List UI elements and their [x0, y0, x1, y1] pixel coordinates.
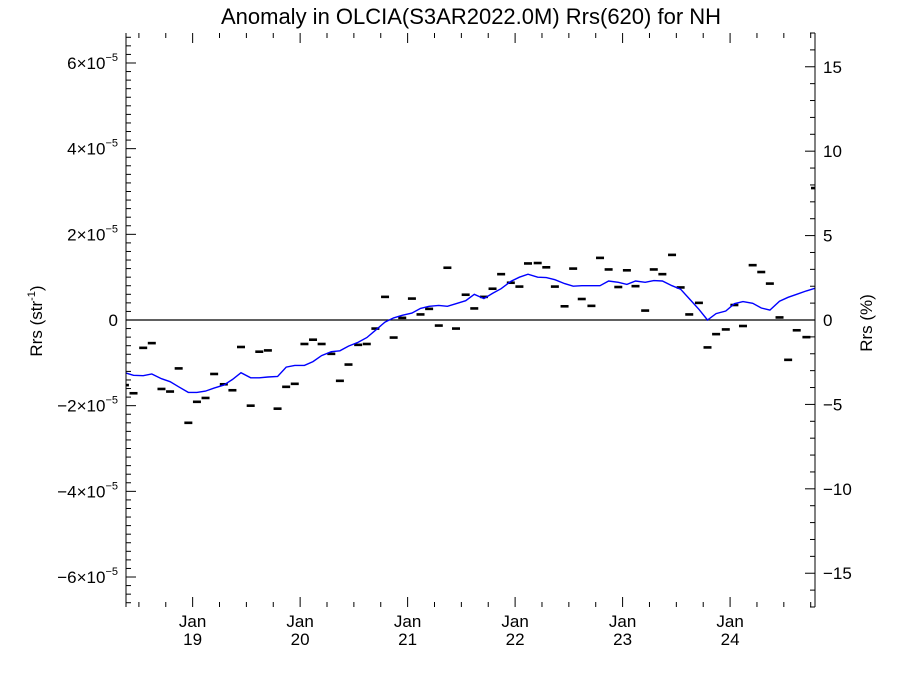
x-tick-label-year: 20 [291, 630, 310, 649]
left-tick-label: −6×10−5 [57, 566, 118, 587]
left-tick-label: 4×10−5 [67, 138, 118, 159]
left-tick-mantissa: 4×10 [67, 140, 105, 159]
left-tick-mantissa: −6×10 [57, 568, 105, 587]
right-tick-label: −5 [823, 395, 842, 414]
x-tick-label-month: Jan [286, 612, 313, 631]
left-tick-label: 0 [109, 311, 118, 330]
series-1 [126, 273, 815, 394]
left-tick-exponent: −5 [105, 566, 118, 578]
smoothed-line [126, 273, 815, 394]
right-tick-label: 5 [823, 227, 832, 246]
right-tick-label: 0 [823, 311, 832, 330]
left-tick-label: −2×10−5 [57, 395, 118, 416]
right-tick-label: 10 [823, 142, 842, 161]
left-tick-label: 6×10−5 [67, 52, 118, 73]
left-tick-mantissa: −2×10 [57, 397, 105, 416]
right-tick-label: −15 [823, 564, 852, 583]
x-tick-label-month: Jan [501, 612, 528, 631]
x-tick-label-year: 21 [398, 630, 417, 649]
left-tick-exponent: −5 [105, 480, 118, 492]
x-tick-label-year: 22 [506, 630, 525, 649]
left-tick-mantissa: −4×10 [57, 482, 105, 501]
left-tick-label: −4×10−5 [57, 480, 118, 501]
left-tick-mantissa: 6×10 [67, 54, 105, 73]
left-tick-label: 2×10−5 [67, 223, 118, 244]
left-y-label-close: ) [27, 285, 46, 291]
x-tick-label-year: 23 [613, 630, 632, 649]
chart-title: Anomaly in OLCIA(S3AR2022.0M) Rrs(620) f… [221, 4, 721, 29]
left-tick-mantissa: 0 [109, 311, 118, 330]
left-tick-exponent: −5 [105, 223, 118, 235]
right-tick-label: 15 [823, 58, 842, 77]
right-tick-label: −10 [823, 480, 852, 499]
axes: 6×10−54×10−52×10−50−2×10−5−4×10−5−6×10−5… [57, 32, 852, 649]
left-tick-mantissa: 2×10 [67, 225, 105, 244]
left-y-axis-label: Rrs (str-1) [26, 285, 46, 356]
left-tick-exponent: −5 [105, 395, 118, 407]
series-0 [126, 186, 815, 425]
x-tick-label-month: Jan [394, 612, 421, 631]
x-tick-label-year: 19 [183, 630, 202, 649]
left-tick-exponent: −5 [105, 52, 118, 64]
plot-area [126, 186, 815, 425]
svg-text:Rrs (str-1): Rrs (str-1) [26, 285, 46, 356]
x-tick-label-month: Jan [609, 612, 636, 631]
left-tick-exponent: −5 [105, 138, 118, 150]
left-y-label-sup: -1 [26, 291, 38, 301]
svg-text:Rrs (%): Rrs (%) [857, 294, 876, 352]
right-y-axis-label: Rrs (%) [857, 294, 876, 352]
x-tick-label-month: Jan [179, 612, 206, 631]
left-y-label-base: Rrs (str [27, 301, 46, 357]
x-tick-label-month: Jan [716, 612, 743, 631]
x-tick-label-year: 24 [721, 630, 740, 649]
